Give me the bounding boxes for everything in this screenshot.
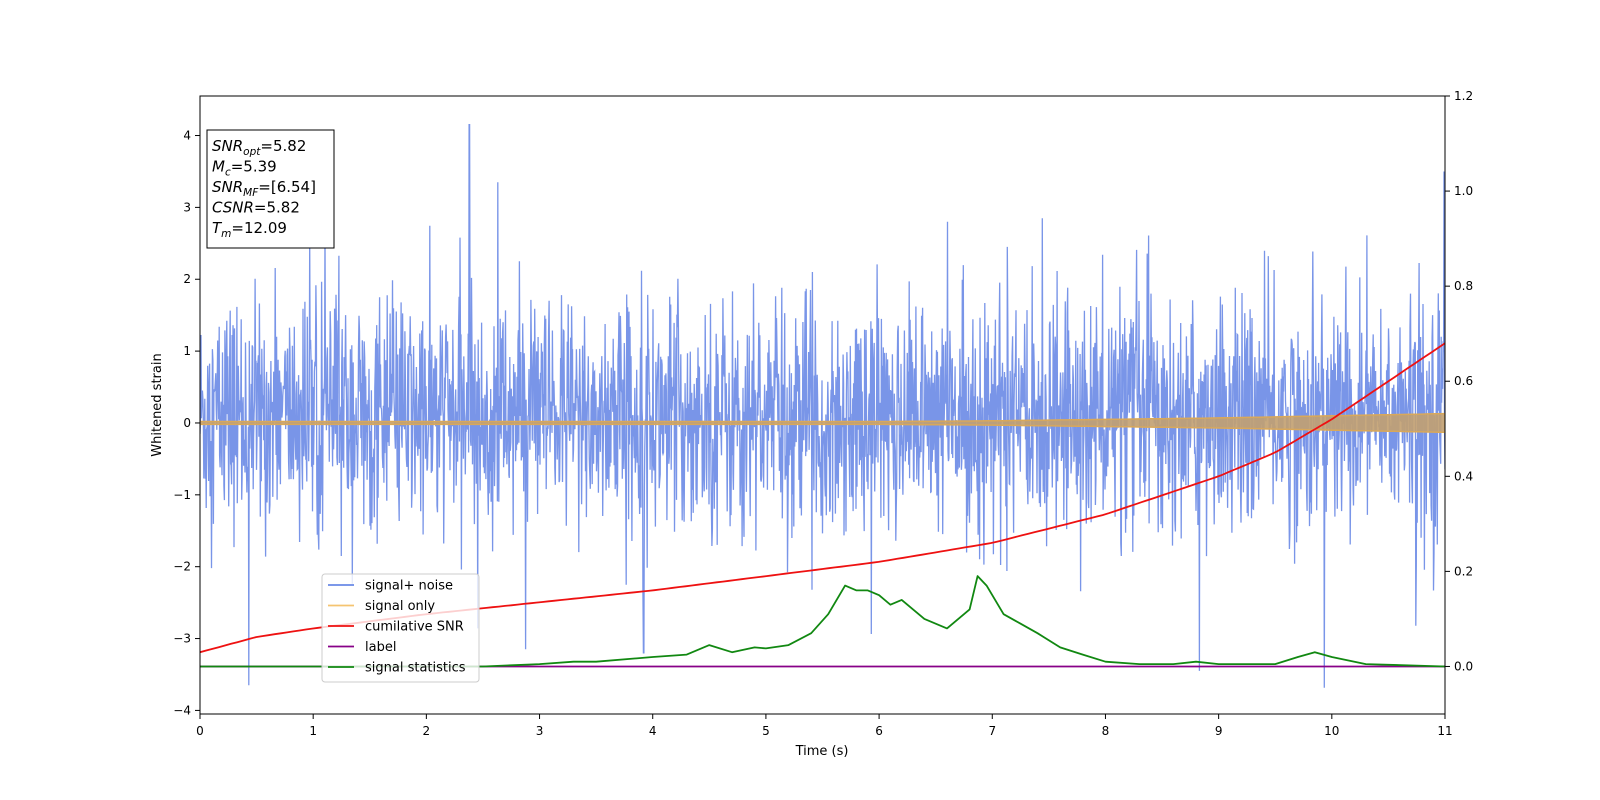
y-axis-label: Whitened strain	[150, 353, 165, 456]
x-tick-label: 3	[536, 724, 544, 738]
legend-entry: label	[365, 640, 396, 655]
y-left-tick-label: −3	[173, 632, 191, 646]
series-signal-noise	[200, 124, 1445, 688]
x-tick-label: 5	[762, 724, 770, 738]
legend-entry: cumilative SNR	[365, 620, 464, 635]
series-signal-statistics	[200, 575, 1445, 668]
legend-entry: signal+ noise	[365, 579, 453, 594]
y-left-tick-label: −1	[173, 488, 191, 502]
y-left-tick-label: 3	[183, 200, 191, 214]
y-right-tick-label: 1.0	[1454, 184, 1473, 198]
legend-frame	[321, 573, 480, 683]
x-tick-label: 1	[309, 724, 317, 738]
x-axis-label: Time (s)	[795, 744, 849, 759]
y-left-tick-label: 2	[183, 272, 191, 286]
series-signal-only	[200, 412, 1445, 434]
y-right-tick-label: 0.2	[1454, 564, 1473, 578]
y-left-tick-label: 0	[183, 416, 191, 430]
plot-frame	[199, 95, 1446, 715]
info-line: Mc=5.39	[212, 158, 277, 179]
x-tick-label: 8	[1102, 724, 1110, 738]
info-line: SNRMF=[6.54]	[212, 178, 316, 199]
legend-entry: signal statistics	[365, 661, 466, 676]
info-line: Tm=12.09	[212, 219, 287, 240]
x-tick-label: 6	[875, 724, 883, 738]
x-tick-label: 11	[1437, 724, 1452, 738]
info-line: CSNR=5.82	[212, 199, 300, 217]
y-left-tick-label: 1	[183, 344, 191, 358]
axes: 0 1 2 3 4 5 6 7 8 9 10 11 −4 −3 −2 −1 0 1 2 3 4 0.0 0.2 0.4 0.6 0…	[173, 89, 1473, 738]
y-left-tick-label: −2	[173, 560, 191, 574]
legend: signal+ noise signal only cumilative SNR la…	[321, 573, 480, 683]
x-tick-label: 4	[649, 724, 657, 738]
y-right-tick-label: 0.0	[1454, 659, 1473, 673]
y-right-tick-label: 0.8	[1454, 279, 1473, 293]
x-tick-label: 7	[988, 724, 996, 738]
legend-entry: signal only	[365, 599, 435, 614]
y-right-tick-label: 0.6	[1454, 374, 1473, 388]
y-left-tick-label: −4	[173, 703, 191, 717]
x-tick-label: 2	[423, 724, 431, 738]
x-tick-label: 10	[1324, 724, 1339, 738]
x-tick-label: 9	[1215, 724, 1223, 738]
info-line: SNRopt=5.82	[212, 137, 306, 158]
y-right-tick-label: 1.2	[1454, 89, 1473, 103]
x-tick-label: 0	[196, 724, 204, 738]
y-right-tick-label: 0.4	[1454, 469, 1473, 483]
y-left-tick-label: 4	[183, 129, 191, 143]
info-box-frame	[206, 129, 335, 249]
